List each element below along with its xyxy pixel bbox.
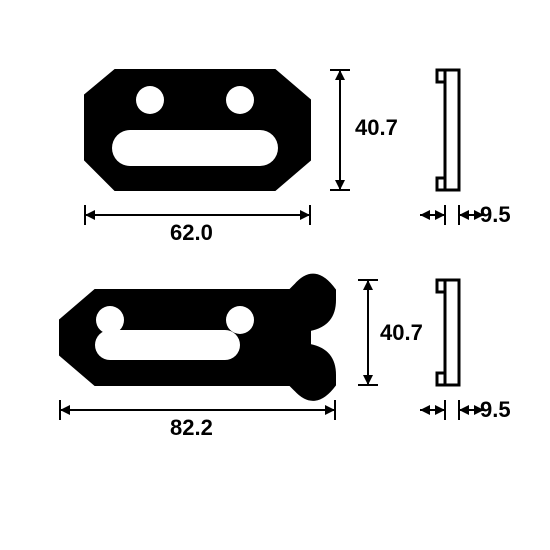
bottom-thickness-label: 9.5	[480, 397, 511, 423]
top-width-label: 62.0	[170, 220, 213, 246]
top-thickness-label: 9.5	[480, 202, 511, 228]
bottom-width-label: 82.2	[170, 415, 213, 441]
diagram-canvas: 40.7 62.0 9.5 40.7 82.2 9.5	[0, 0, 550, 550]
top-height-label: 40.7	[355, 115, 398, 141]
drawing-svg	[0, 0, 550, 550]
pad-top-side	[445, 70, 459, 190]
pad-bottom-side	[445, 280, 459, 385]
bottom-height-label: 40.7	[380, 320, 423, 346]
